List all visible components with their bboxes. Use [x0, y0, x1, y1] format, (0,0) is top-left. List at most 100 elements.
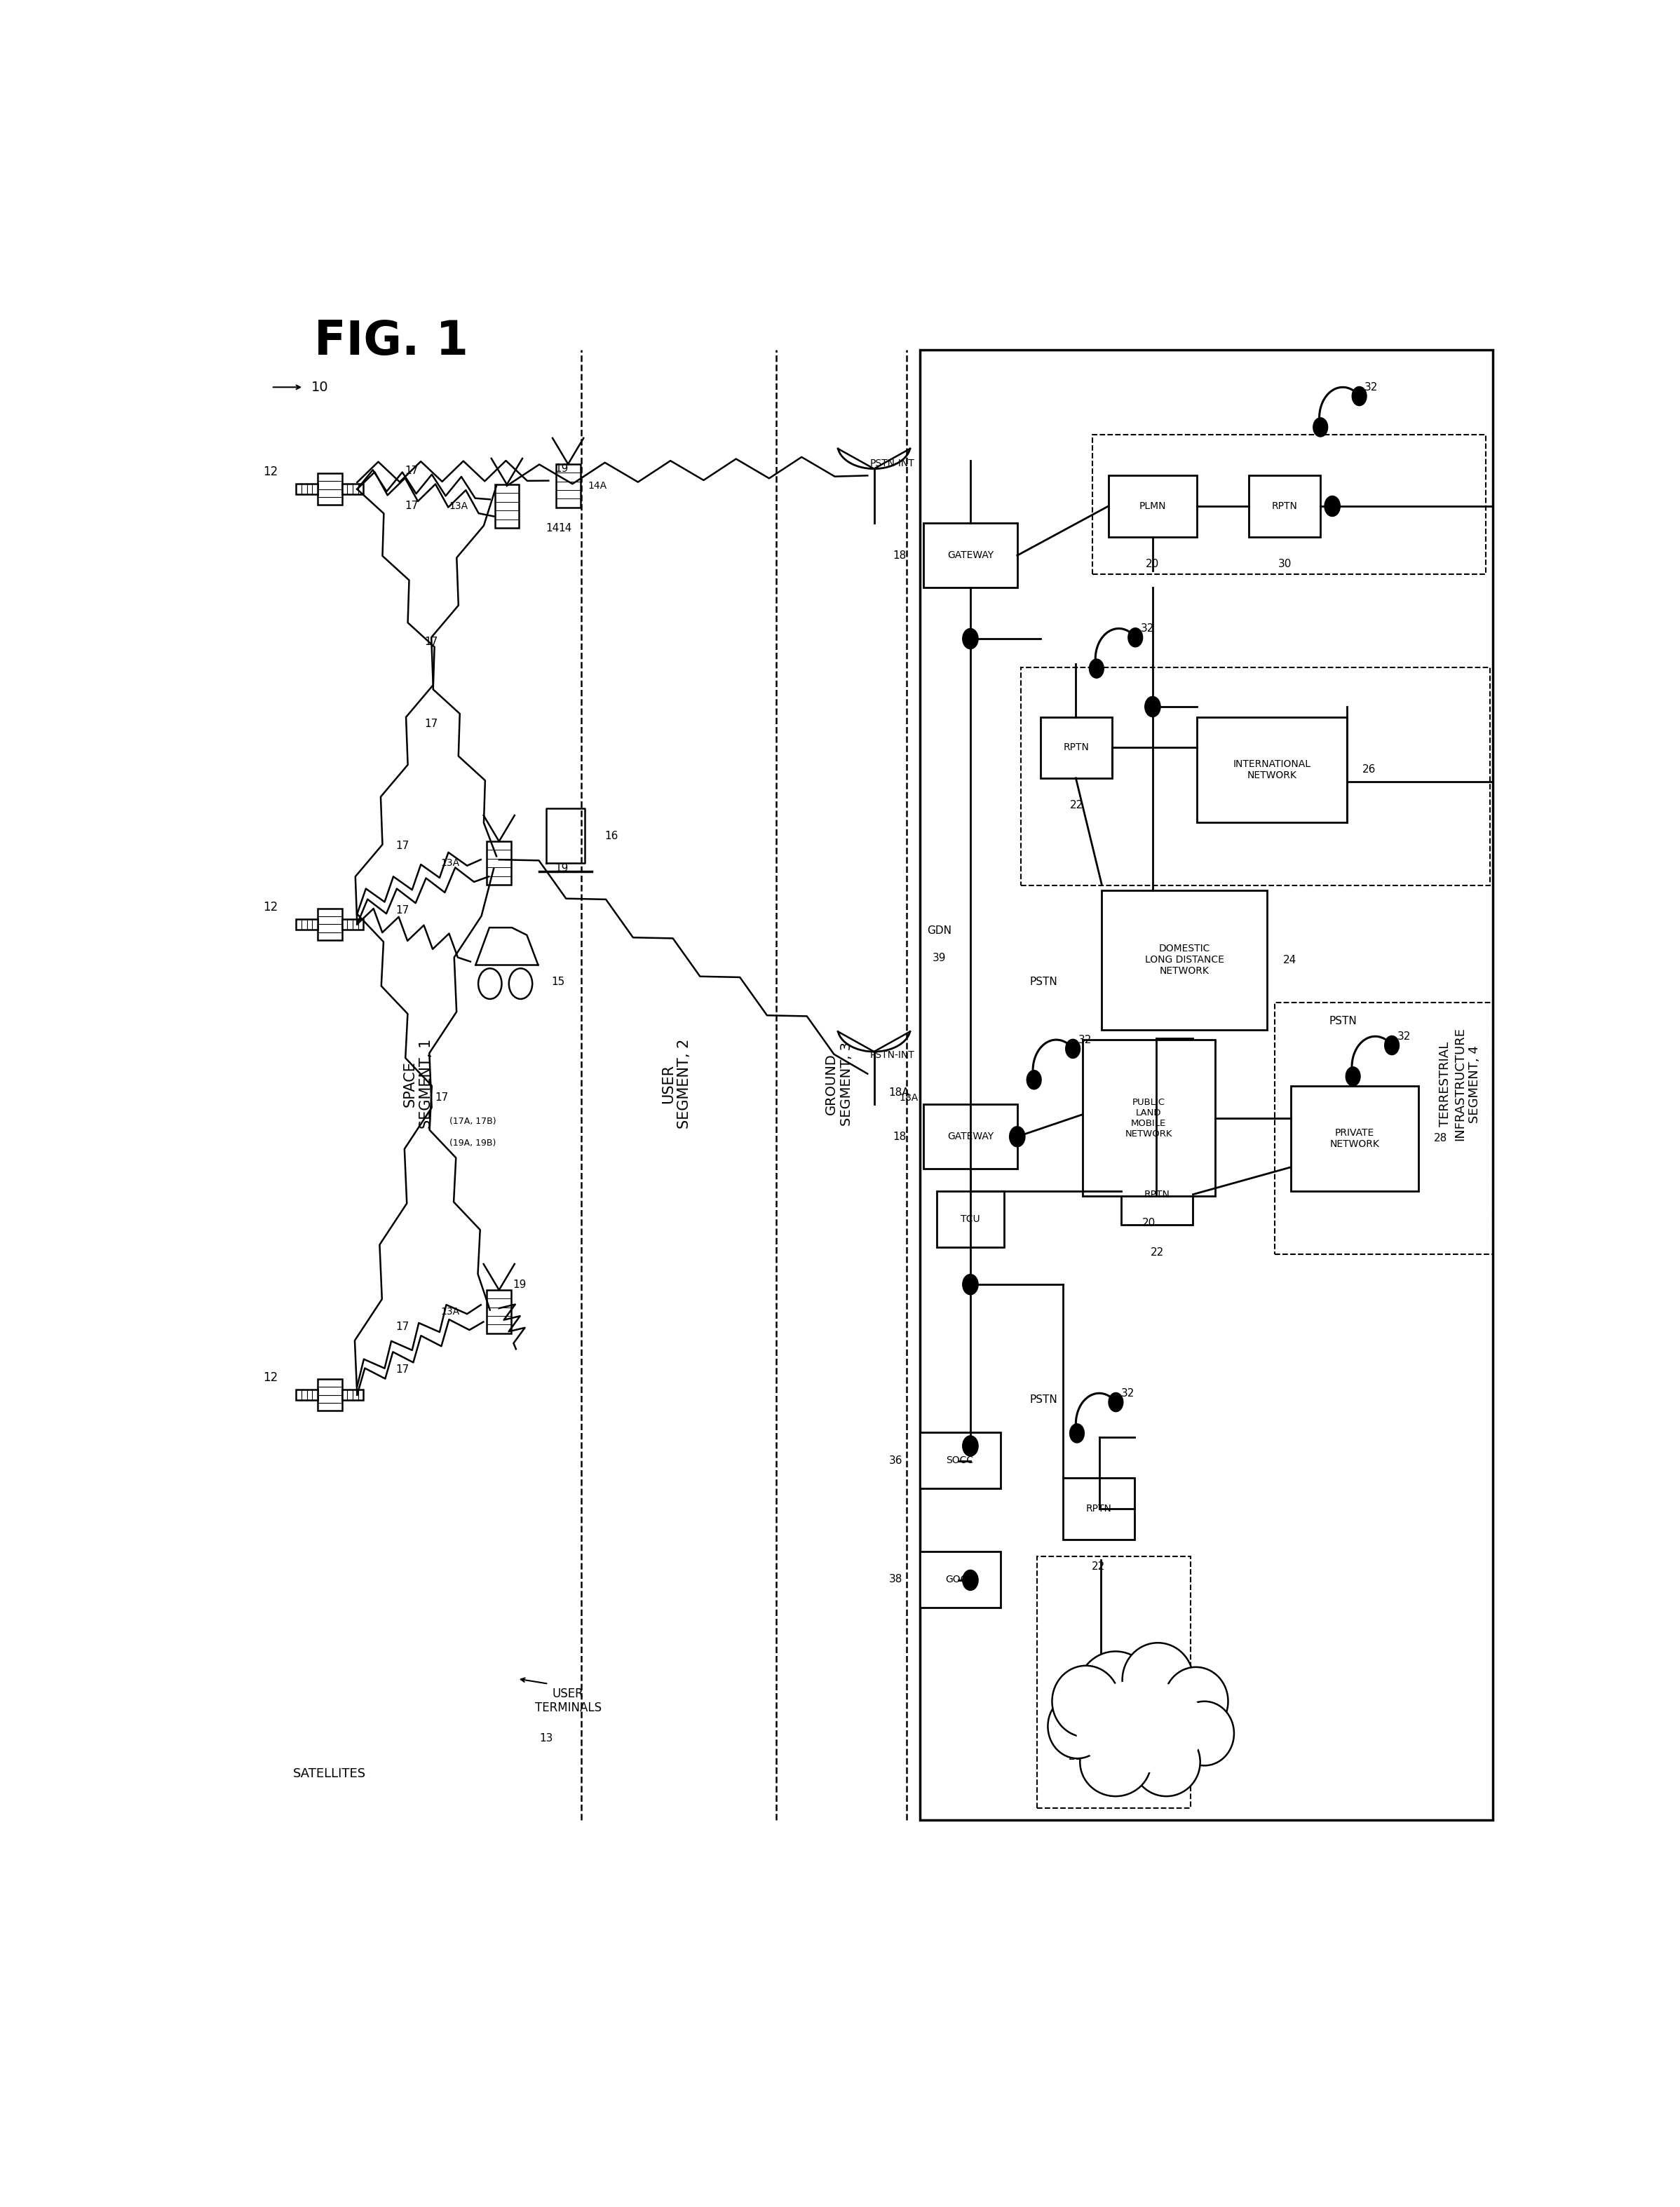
Bar: [1021, 667, 1490, 885]
Bar: [1082, 1039, 1215, 1196]
Text: 20: 20: [1142, 1218, 1156, 1229]
Bar: [919, 1432, 1000, 1488]
Text: 19: 19: [512, 1280, 526, 1289]
Bar: [919, 349, 1492, 1821]
Bar: [1248, 475, 1320, 536]
Text: 30: 30: [1278, 558, 1292, 569]
Text: SATELLITES: SATELLITES: [294, 1768, 366, 1781]
Text: 17: 17: [405, 466, 418, 477]
Text: RPTN: RPTN: [1272, 501, 1297, 512]
Bar: [919, 1552, 1000, 1607]
Bar: [343, 1390, 363, 1399]
Text: 14A: 14A: [588, 481, 606, 490]
Text: SPACE
SEGMENT, 1: SPACE SEGMENT, 1: [403, 1039, 433, 1130]
Text: 17: 17: [425, 719, 438, 728]
Circle shape: [963, 1569, 978, 1591]
Text: TERRESTRIAL
INFRASTRUCTURE
SEGMENT, 4: TERRESTRIAL INFRASTRUCTURE SEGMENT, 4: [1440, 1026, 1480, 1141]
Bar: [556, 463, 580, 508]
Text: 12: 12: [262, 466, 277, 479]
Text: 28: 28: [1433, 1132, 1448, 1143]
Text: PUBLIC
LAND
MOBILE
NETWORK: PUBLIC LAND MOBILE NETWORK: [1126, 1097, 1173, 1139]
Text: FIG. 1: FIG. 1: [314, 318, 469, 364]
Bar: [924, 523, 1018, 587]
Ellipse shape: [1122, 1642, 1193, 1717]
Text: GOCC: GOCC: [946, 1574, 974, 1585]
Text: 17: 17: [405, 501, 418, 512]
Bar: [494, 486, 519, 527]
Text: (19A, 19B): (19A, 19B): [450, 1139, 496, 1148]
Text: 24: 24: [1284, 956, 1297, 964]
Text: USER
SEGMENT, 2: USER SEGMENT, 2: [660, 1039, 690, 1130]
Text: 18A: 18A: [889, 1088, 909, 1097]
Text: 12: 12: [262, 900, 277, 914]
Text: 18A: 18A: [899, 1092, 919, 1104]
Bar: [1196, 717, 1347, 823]
Text: USER
TERMINALS: USER TERMINALS: [534, 1686, 601, 1715]
Text: PRIVATE
NETWORK: PRIVATE NETWORK: [1329, 1128, 1379, 1150]
Bar: [296, 918, 318, 929]
Circle shape: [1314, 417, 1327, 437]
Text: 32: 32: [1079, 1035, 1092, 1046]
Text: GATEWAY: GATEWAY: [948, 1132, 993, 1141]
Text: 16: 16: [605, 830, 618, 841]
Bar: [296, 483, 318, 494]
Bar: [1102, 889, 1267, 1028]
Text: GROUND
SEGMENT, 3: GROUND SEGMENT, 3: [825, 1042, 853, 1126]
Text: RPTN: RPTN: [1085, 1503, 1112, 1514]
Ellipse shape: [1052, 1666, 1121, 1737]
Text: RPTN: RPTN: [1144, 1190, 1171, 1198]
Text: 18: 18: [894, 1132, 907, 1141]
Text: 10: 10: [311, 380, 329, 393]
Circle shape: [1065, 1039, 1080, 1057]
Text: SOCC: SOCC: [946, 1454, 974, 1465]
Circle shape: [1352, 386, 1366, 406]
Text: 26: 26: [1362, 764, 1376, 775]
Text: 39: 39: [932, 953, 946, 964]
Text: 15: 15: [551, 978, 564, 987]
Ellipse shape: [1077, 1651, 1154, 1730]
Circle shape: [1010, 1126, 1025, 1148]
Text: 13: 13: [539, 1732, 553, 1744]
Bar: [318, 1379, 343, 1410]
Bar: [1040, 717, 1112, 779]
Text: GDN: GDN: [927, 925, 951, 936]
Bar: [318, 472, 343, 505]
Text: INTERNET: INTERNET: [1110, 1721, 1171, 1732]
Bar: [1092, 435, 1487, 574]
Circle shape: [1346, 1066, 1361, 1086]
Circle shape: [1144, 697, 1161, 717]
Text: 17: 17: [396, 1364, 410, 1375]
Text: 18: 18: [894, 550, 907, 561]
Circle shape: [963, 1273, 978, 1296]
Bar: [1037, 1556, 1191, 1808]
Text: PSTN: PSTN: [1030, 978, 1057, 987]
Text: INTERNATIONAL
NETWORK: INTERNATIONAL NETWORK: [1233, 759, 1310, 779]
Bar: [487, 1291, 511, 1333]
Circle shape: [1324, 497, 1341, 516]
Text: PSTN: PSTN: [1030, 1395, 1057, 1406]
Circle shape: [963, 1437, 978, 1457]
Text: 13A: 13A: [440, 859, 460, 867]
Text: 28: 28: [1068, 1752, 1082, 1761]
Text: 22: 22: [1092, 1560, 1105, 1571]
Ellipse shape: [1075, 1680, 1206, 1772]
Text: 17: 17: [396, 1322, 410, 1333]
Text: (17A, 17B): (17A, 17B): [450, 1117, 496, 1126]
Text: 13A: 13A: [449, 501, 467, 512]
Text: 38: 38: [889, 1574, 902, 1585]
Text: 17: 17: [425, 638, 438, 647]
Bar: [318, 909, 343, 940]
Text: 17: 17: [396, 841, 410, 852]
Text: 19: 19: [554, 863, 568, 874]
Text: DOMESTIC
LONG DISTANCE
NETWORK: DOMESTIC LONG DISTANCE NETWORK: [1146, 945, 1225, 975]
Ellipse shape: [1174, 1702, 1235, 1766]
Text: 32: 32: [1398, 1031, 1411, 1042]
Bar: [1290, 1086, 1418, 1192]
Text: PLMN: PLMN: [1139, 501, 1166, 512]
Text: 32: 32: [1141, 622, 1154, 633]
Text: 12: 12: [262, 1371, 277, 1384]
Circle shape: [1384, 1035, 1399, 1055]
Text: TCU: TCU: [961, 1214, 979, 1225]
Circle shape: [1089, 660, 1104, 678]
Bar: [1275, 1002, 1492, 1254]
